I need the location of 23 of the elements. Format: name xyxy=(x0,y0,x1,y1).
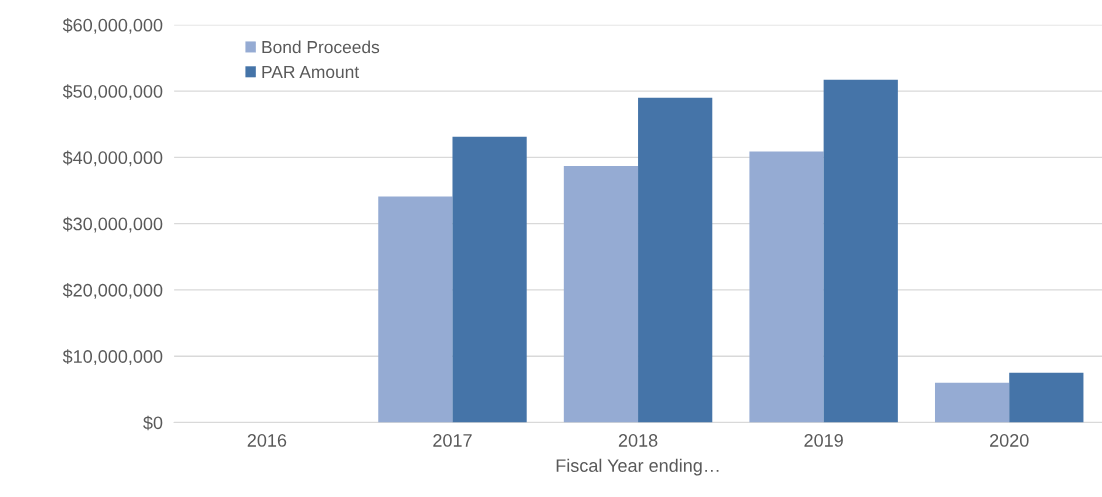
bar xyxy=(749,151,824,423)
x-tick-label: 2020 xyxy=(990,434,1029,447)
bar xyxy=(378,196,453,423)
x-tick-label: 2019 xyxy=(804,434,843,447)
y-tick-label: $20,000,000 xyxy=(62,283,163,299)
bar xyxy=(452,136,527,423)
legend-label: PAR Amount xyxy=(262,65,360,79)
x-tick-label: 2016 xyxy=(247,434,287,447)
x-axis-title: Fiscal Year ending… xyxy=(556,458,719,476)
bar xyxy=(563,166,639,423)
y-tick-label: $10,000,000 xyxy=(62,349,163,366)
y-tick-label: $0 xyxy=(143,415,163,431)
y-tick-label: $40,000,000 xyxy=(62,150,163,167)
y-tick-label: $60,000,000 xyxy=(62,18,163,34)
y-tick-label: $30,000,000 xyxy=(62,216,163,233)
x-tick-label: 2017 xyxy=(433,434,472,447)
x-tick-label: 2018 xyxy=(618,434,658,447)
y-tick-label: $50,000,000 xyxy=(62,84,163,100)
bar xyxy=(934,382,1010,423)
bar xyxy=(823,79,898,423)
bar xyxy=(638,97,713,423)
legend-label: Bond Proceeds xyxy=(262,40,380,54)
bar xyxy=(1009,372,1084,423)
